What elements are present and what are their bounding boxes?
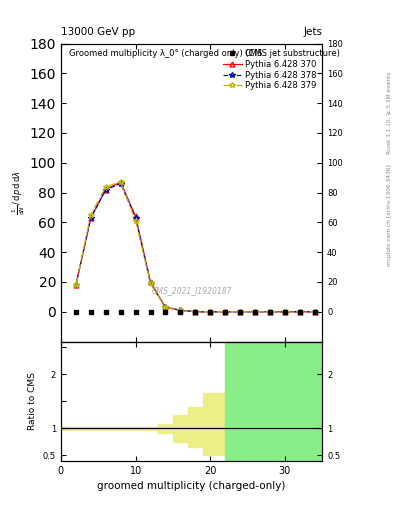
Text: mcplots.cern.ch [arXiv:1306.3436]: mcplots.cern.ch [arXiv:1306.3436] bbox=[387, 164, 392, 266]
CMS bbox=[283, 309, 287, 315]
Pythia 6.428 378 bbox=[178, 307, 183, 313]
Pythia 6.428 370 bbox=[178, 307, 183, 313]
Pythia 6.428 370 bbox=[148, 279, 153, 285]
Pythia 6.428 379 bbox=[73, 282, 78, 288]
CMS bbox=[193, 309, 198, 315]
Text: Jets: Jets bbox=[303, 27, 322, 37]
Pythia 6.428 379 bbox=[283, 309, 287, 315]
Pythia 6.428 379 bbox=[133, 218, 138, 224]
Text: Rivet 3.1.10, ≥ 3.3M events: Rivet 3.1.10, ≥ 3.3M events bbox=[387, 71, 392, 154]
Line: Pythia 6.428 379: Pythia 6.428 379 bbox=[73, 179, 318, 314]
CMS bbox=[148, 309, 153, 315]
Pythia 6.428 379 bbox=[88, 212, 93, 218]
Pythia 6.428 379 bbox=[103, 183, 108, 189]
CMS bbox=[178, 309, 183, 315]
Pythia 6.428 379 bbox=[253, 309, 257, 315]
Pythia 6.428 379 bbox=[163, 304, 168, 310]
Pythia 6.428 378 bbox=[223, 309, 228, 315]
Pythia 6.428 370 bbox=[88, 215, 93, 221]
Pythia 6.428 379 bbox=[238, 309, 242, 315]
Pythia 6.428 379 bbox=[148, 281, 153, 287]
Text: CMS_2021_I1920187: CMS_2021_I1920187 bbox=[151, 286, 232, 295]
Pythia 6.428 370 bbox=[133, 214, 138, 220]
CMS bbox=[163, 309, 168, 315]
Pythia 6.428 378 bbox=[253, 309, 257, 315]
Line: Pythia 6.428 378: Pythia 6.428 378 bbox=[73, 181, 318, 314]
Pythia 6.428 379 bbox=[223, 309, 228, 315]
Pythia 6.428 370 bbox=[163, 304, 168, 310]
Pythia 6.428 370 bbox=[223, 309, 228, 315]
CMS bbox=[223, 309, 228, 315]
Pythia 6.428 370 bbox=[312, 309, 317, 315]
X-axis label: groomed multiplicity (charged-only): groomed multiplicity (charged-only) bbox=[97, 481, 286, 491]
Pythia 6.428 378 bbox=[238, 309, 242, 315]
Pythia 6.428 379 bbox=[118, 179, 123, 185]
Pythia 6.428 378 bbox=[163, 304, 168, 310]
Pythia 6.428 378 bbox=[103, 186, 108, 193]
CMS bbox=[103, 309, 108, 315]
Y-axis label: $\frac{1}{\mathrm{d}N}\,/\,\mathrm{d}p\,\mathrm{d}\,\mathrm{d}\lambda$: $\frac{1}{\mathrm{d}N}\,/\,\mathrm{d}p\,… bbox=[10, 170, 27, 215]
CMS bbox=[73, 309, 78, 315]
Line: Pythia 6.428 370: Pythia 6.428 370 bbox=[73, 180, 317, 314]
Pythia 6.428 370 bbox=[208, 309, 213, 315]
CMS bbox=[88, 309, 93, 315]
Pythia 6.428 370 bbox=[238, 309, 242, 315]
CMS bbox=[208, 309, 213, 315]
Pythia 6.428 370 bbox=[268, 309, 272, 315]
Pythia 6.428 378 bbox=[148, 281, 153, 287]
Pythia 6.428 378 bbox=[208, 309, 213, 315]
Pythia 6.428 370 bbox=[103, 186, 108, 193]
CMS bbox=[133, 309, 138, 315]
CMS bbox=[298, 309, 302, 315]
Pythia 6.428 378 bbox=[283, 309, 287, 315]
Pythia 6.428 379 bbox=[193, 309, 198, 315]
Pythia 6.428 370 bbox=[298, 309, 302, 315]
Line: CMS: CMS bbox=[73, 309, 317, 314]
Pythia 6.428 378 bbox=[88, 215, 93, 221]
Pythia 6.428 370 bbox=[283, 309, 287, 315]
Pythia 6.428 378 bbox=[268, 309, 272, 315]
Pythia 6.428 379 bbox=[268, 309, 272, 315]
Pythia 6.428 370 bbox=[253, 309, 257, 315]
Pythia 6.428 378 bbox=[193, 309, 198, 315]
Pythia 6.428 378 bbox=[312, 309, 317, 315]
Text: 13000 GeV pp: 13000 GeV pp bbox=[61, 27, 135, 37]
Pythia 6.428 379 bbox=[298, 309, 302, 315]
Pythia 6.428 370 bbox=[73, 282, 78, 288]
Pythia 6.428 370 bbox=[193, 309, 198, 315]
Text: Groomed multiplicity λ_0° (charged only) (CMS jet substructure): Groomed multiplicity λ_0° (charged only)… bbox=[69, 50, 340, 58]
CMS bbox=[312, 309, 317, 315]
Pythia 6.428 378 bbox=[118, 181, 123, 187]
CMS bbox=[253, 309, 257, 315]
CMS bbox=[268, 309, 272, 315]
Pythia 6.428 379 bbox=[208, 309, 213, 315]
Pythia 6.428 378 bbox=[73, 282, 78, 288]
Pythia 6.428 379 bbox=[312, 309, 317, 315]
Pythia 6.428 379 bbox=[178, 307, 183, 313]
Y-axis label: Ratio to CMS: Ratio to CMS bbox=[28, 372, 37, 430]
CMS bbox=[238, 309, 242, 315]
Legend: CMS, Pythia 6.428 370, Pythia 6.428 378, Pythia 6.428 379: CMS, Pythia 6.428 370, Pythia 6.428 378,… bbox=[222, 48, 318, 92]
Pythia 6.428 378 bbox=[298, 309, 302, 315]
Pythia 6.428 378 bbox=[133, 215, 138, 221]
Pythia 6.428 370 bbox=[118, 179, 123, 185]
CMS bbox=[118, 309, 123, 315]
